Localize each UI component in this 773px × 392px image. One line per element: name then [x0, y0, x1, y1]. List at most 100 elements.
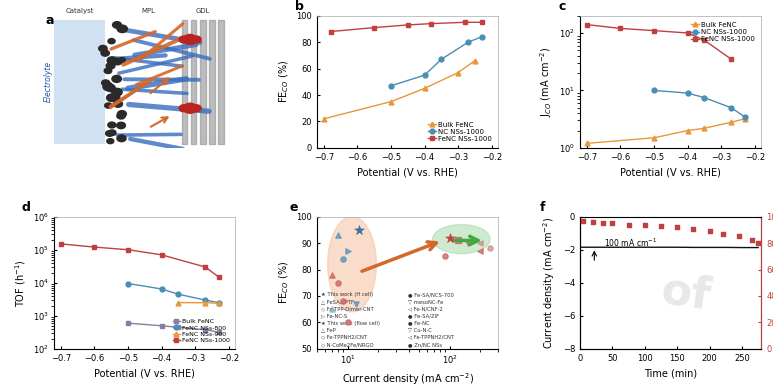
Point [342, 248, 354, 254]
Point [325, 306, 338, 312]
NC NSs-1000 [464, 40, 473, 44]
Circle shape [106, 131, 114, 136]
Circle shape [105, 84, 115, 92]
Bulk FeNC [470, 58, 479, 63]
Text: ★ This work (flow cell): ★ This work (flow cell) [321, 321, 380, 326]
Point [622, 221, 635, 228]
Circle shape [117, 111, 127, 117]
Point [577, 218, 590, 224]
FeNC NSs-1000 [56, 241, 66, 246]
Bulk FeNC [386, 99, 396, 104]
Legend: Bulk FeNC, FeNC NSs-800, FeNC NSs-900, FeNC NSs-1000: Bulk FeNC, FeNC NSs-800, FeNC NSs-900, F… [170, 316, 233, 346]
Circle shape [107, 122, 116, 128]
Circle shape [114, 101, 122, 107]
Bulk FeNC [727, 120, 736, 125]
Point [703, 228, 716, 234]
Text: ◇ Fe-TPP-Dimer-CNT: ◇ Fe-TPP-Dimer-CNT [321, 306, 373, 311]
Text: c: c [558, 0, 566, 13]
Point [337, 298, 349, 305]
Bulk FeNC [700, 126, 709, 131]
Text: MPL: MPL [141, 8, 155, 15]
Line: FeNC NSs-1000: FeNC NSs-1000 [59, 241, 221, 279]
Bulk FeNC [582, 141, 591, 146]
Circle shape [183, 103, 197, 113]
Bulk FeNC [174, 325, 183, 330]
FeNC NSs-900 [214, 301, 223, 306]
X-axis label: Potential (V vs. RHE): Potential (V vs. RHE) [94, 368, 196, 378]
X-axis label: Potential (V vs. RHE): Potential (V vs. RHE) [620, 167, 721, 177]
FeNC NSs-1000 [404, 23, 413, 27]
Point [332, 232, 344, 238]
FeNC NSs-900 [174, 300, 183, 305]
Text: e: e [290, 201, 298, 214]
Point [745, 237, 758, 243]
Point [337, 256, 349, 262]
FeNC NSs-800 [214, 300, 223, 305]
NC NSs-1000 [727, 105, 736, 110]
Text: ● Fe-SA/NCS-700: ● Fe-SA/NCS-700 [408, 292, 454, 297]
Point [332, 279, 344, 286]
Point [587, 219, 599, 225]
Y-axis label: TOF (h$^{-1}$): TOF (h$^{-1}$) [12, 259, 28, 307]
Line: FeNC NSs-900: FeNC NSs-900 [176, 300, 221, 306]
Line: NC NSs-1000: NC NSs-1000 [652, 88, 747, 119]
Circle shape [113, 22, 121, 28]
Bulk FeNC [649, 135, 659, 140]
FeNC NSs-1000 [700, 38, 709, 42]
Y-axis label: FE$_{CO}$ (%): FE$_{CO}$ (%) [278, 60, 291, 103]
Circle shape [183, 34, 197, 45]
Circle shape [117, 25, 128, 33]
NC NSs-1000 [386, 83, 396, 88]
Circle shape [179, 105, 189, 112]
FeNC NSs-1000 [616, 26, 625, 31]
Text: ◁ Fe-TPPNH2/CNT: ◁ Fe-TPPNH2/CNT [408, 335, 454, 340]
Circle shape [103, 83, 113, 90]
Text: ▽ Cu-N-C: ▽ Cu-N-C [408, 328, 431, 333]
Polygon shape [328, 217, 376, 312]
Line: Bulk FeNC: Bulk FeNC [322, 58, 478, 121]
Line: Bulk FeNC: Bulk FeNC [584, 116, 747, 146]
NC NSs-1000 [420, 73, 429, 78]
FeNC NSs-800 [157, 287, 166, 291]
Text: ● Fe-SA/ZIF: ● Fe-SA/ZIF [408, 314, 439, 318]
FeNC NSs-1000 [157, 252, 166, 257]
FeNC NSs-1000 [369, 25, 379, 30]
Point [325, 272, 338, 278]
Text: ● Zn/NC NSs: ● Zn/NC NSs [408, 342, 442, 347]
Y-axis label: Current density (mA cm$^{-2}$): Current density (mA cm$^{-2}$) [541, 217, 557, 349]
Point [349, 301, 362, 307]
FeNC NSs-1000 [649, 28, 659, 33]
Circle shape [101, 80, 110, 86]
NC NSs-1000 [477, 34, 486, 39]
NC NSs-1000 [683, 91, 692, 95]
Circle shape [117, 135, 126, 142]
Point [461, 240, 474, 246]
Line: FeNC NSs-800: FeNC NSs-800 [125, 281, 221, 305]
Text: ◇ Fe-TPPNH2/CNT: ◇ Fe-TPPNH2/CNT [321, 335, 367, 340]
FeNC NSs-1000 [582, 22, 591, 27]
FeNC NSs-1000 [326, 29, 335, 34]
Point [655, 223, 667, 229]
Circle shape [112, 75, 121, 82]
Line: NC NSs-1000: NC NSs-1000 [389, 34, 484, 88]
Line: FeNC NSs-1000: FeNC NSs-1000 [584, 22, 734, 62]
Text: 100 mA cm$^{-1}$: 100 mA cm$^{-1}$ [604, 236, 657, 249]
NC NSs-1000 [700, 95, 709, 100]
FeNC NSs-1000 [90, 245, 99, 249]
Text: ▽ mesoNC-Fe: ▽ mesoNC-Fe [408, 299, 443, 304]
Y-axis label: J$_{CO}$ (mA cm$^{-2}$): J$_{CO}$ (mA cm$^{-2}$) [538, 47, 553, 117]
Text: △ FeP: △ FeP [321, 328, 335, 333]
X-axis label: Current density (mA cm$^{-2}$): Current density (mA cm$^{-2}$) [342, 372, 474, 388]
Polygon shape [433, 225, 490, 254]
Text: ● Fe-NC: ● Fe-NC [408, 321, 429, 326]
Text: △ FeSAx/PTF: △ FeSAx/PTF [321, 299, 354, 304]
FeNC NSs-800 [201, 298, 210, 302]
Y-axis label: FE$_{CO}$ (%): FE$_{CO}$ (%) [278, 261, 291, 305]
Point [439, 253, 451, 260]
Text: Electrolyte: Electrolyte [44, 61, 53, 102]
Circle shape [179, 36, 189, 43]
Bulk FeNC [201, 327, 210, 332]
NC NSs-1000 [649, 88, 659, 93]
Text: a: a [45, 15, 53, 27]
Circle shape [111, 88, 122, 96]
